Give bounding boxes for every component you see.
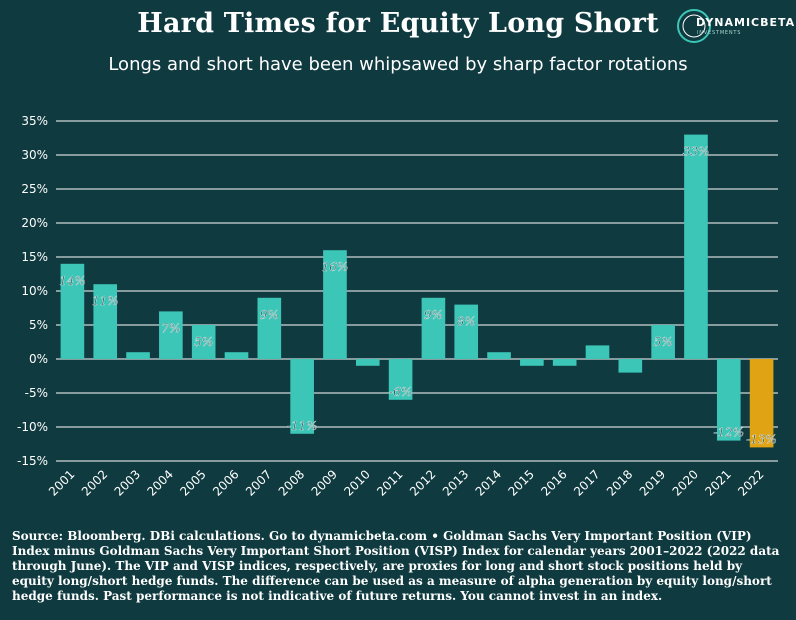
footer-note: Source: Bloomberg. DBi calculations. Go … [12,529,780,603]
bar [93,284,118,359]
data-label: -13% [746,432,777,446]
x-tick-label: 2004 [144,467,175,498]
x-tick-label: 2010 [341,467,372,498]
bar [552,359,577,366]
y-tick-label: -10% [17,420,48,434]
x-tick-label: 2016 [538,467,569,498]
data-label: 9% [260,308,279,322]
bar [684,134,708,359]
chart-subtitle: Longs and short have been whipsawed by s… [108,54,688,75]
x-tick-label: 2014 [473,467,504,498]
data-label: 33% [683,145,710,159]
bar [159,311,183,359]
bar-chart: -15% -10% -5% 0% 5% 10% 15% 20% 25% 30% 35% 14% 2001… [17,114,778,499]
bar [651,325,675,359]
logo-name: DYNAMICBETA [696,16,796,29]
chart-title: Hard Times for Equity Long Short [137,8,659,39]
x-tick-label: 2006 [210,467,241,498]
y-tick-label: 5% [29,318,48,332]
data-label: 11% [92,294,119,308]
x-tick-label: 2020 [670,467,701,498]
y-tick-label: 15% [21,250,48,264]
data-label: 7% [161,321,180,335]
data-label: 5% [194,335,213,349]
data-label: -12% [713,426,744,440]
x-tick-label: 2003 [112,467,143,498]
y-tick-label: 0% [29,352,48,366]
bar [520,359,544,366]
bar [355,359,380,366]
x-tick-label: 2007 [243,467,274,498]
data-label: 8% [457,315,476,329]
dynamicbeta-logo-icon [677,9,711,43]
bar [749,359,774,448]
y-tick-label: -15% [17,454,48,468]
bar [60,263,85,359]
bar [257,297,282,359]
data-label: 14% [59,274,86,288]
data-label: -6% [389,385,412,399]
x-tick-label: 2011 [374,467,405,498]
bar [388,359,413,400]
y-tick-label: -5% [25,386,48,400]
logo-tagline: INVESTMENTS [697,30,742,36]
bar [290,359,314,434]
data-label: 16% [322,260,349,274]
y-tick-label: 10% [21,284,48,298]
x-tick-label: 2012 [407,467,438,498]
bar [454,304,479,359]
y-tick-label: 20% [21,216,48,230]
x-tick-label: 2002 [79,467,110,498]
x-tick-label: 2021 [702,467,733,498]
y-tick-label: 30% [21,148,48,162]
x-tick-label: 2019 [637,467,668,498]
x-tick-label: 2008 [276,467,307,498]
y-tick-label: 25% [21,182,48,196]
data-label: -11% [287,419,318,433]
bar [323,250,347,359]
x-tick-label: 2005 [177,467,208,498]
y-tick-label: 35% [21,114,48,128]
bar [716,359,741,441]
x-tick-label: 2009 [309,467,340,498]
bar [487,352,511,359]
x-tick-label: 2015 [505,467,536,498]
bar [421,297,446,359]
bar [224,352,249,359]
data-label: 9% [424,308,443,322]
x-tick-label: 2001 [46,467,77,498]
bar [191,325,216,359]
x-tick-label: 2017 [571,467,602,498]
x-tick-label: 2022 [735,467,766,498]
bar [585,345,610,359]
x-tick-label: 2013 [440,467,471,498]
bar [126,352,150,359]
bar [618,359,643,373]
x-tick-label: 2018 [604,467,635,498]
data-label: 5% [654,335,673,349]
